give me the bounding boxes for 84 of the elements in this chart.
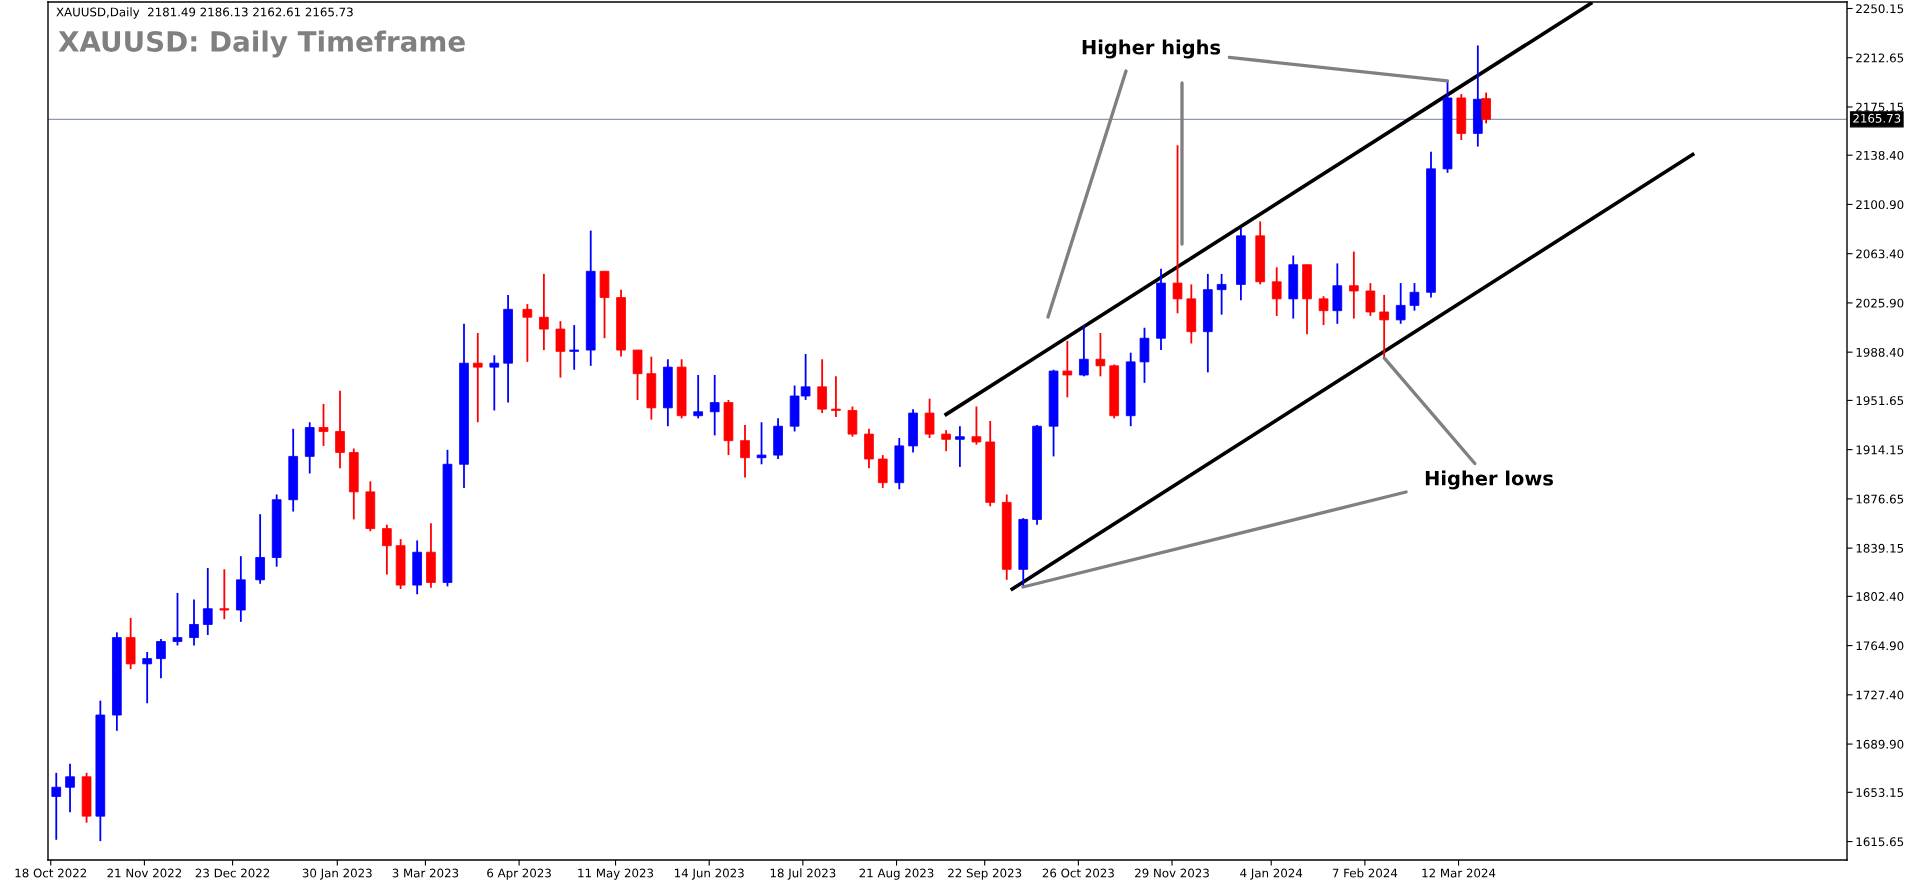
y-tick-label: 2212.65 (1856, 53, 1904, 63)
candlestick (1409, 282, 1420, 312)
candlestick (740, 423, 750, 479)
annotation: Higher lows (1425, 470, 1553, 490)
candlestick (709, 374, 720, 437)
candlestick (472, 332, 483, 424)
candlestick (569, 324, 580, 371)
x-tick-label: 7 Feb 2024 (1332, 868, 1398, 878)
candlestick (1481, 91, 1491, 125)
candlestick (382, 523, 392, 576)
x-tick-label: 14 Jun 2023 (674, 868, 744, 880)
y-tick-label: 2063.40 (1856, 249, 1904, 259)
candlestick (877, 454, 888, 489)
x-tick-label: 21 Aug 2023 (859, 868, 934, 880)
y-tick-label: 1689.90 (1856, 739, 1904, 749)
candlestick (1139, 326, 1150, 384)
x-tick-label: 4 Jan 2024 (1240, 868, 1303, 880)
annotation: Higher highs (1082, 39, 1221, 59)
y-tick-label: 1914.15 (1856, 445, 1904, 455)
candlestick (817, 358, 827, 414)
candlestick (65, 762, 75, 814)
x-tick-label: 21 Nov 2022 (107, 868, 182, 878)
x-tick-label: 26 Oct 2023 (1042, 868, 1114, 878)
candlestick (1216, 273, 1227, 316)
candlestick (1379, 294, 1389, 359)
y-tick-label: 1615.65 (1856, 837, 1904, 847)
candlestick (335, 389, 345, 470)
x-tick-label: 22 Sep 2023 (948, 868, 1022, 880)
text: XAUUSD: Daily Timeframe (58, 30, 465, 58)
x-tick-label: 23 Dec 2022 (195, 868, 270, 878)
candlestick (156, 637, 166, 680)
candlestick (189, 598, 199, 647)
candlestick (1349, 250, 1359, 320)
ref-line-label: 2165.73 (1853, 113, 1901, 123)
candlestick (555, 320, 566, 379)
candlestick (1095, 332, 1106, 378)
candlestick (172, 592, 183, 647)
x-tick-label: 30 Jan 2023 (302, 868, 372, 880)
x-tick-label: 12 Mar 2024 (1422, 868, 1496, 878)
chart-subtitle: XAUUSD,Daily 2181.49 2186.13 2162.61 2165.73 (56, 7, 353, 19)
candlestick (1365, 282, 1376, 317)
candlestick (255, 513, 265, 585)
candlestick (1271, 266, 1282, 317)
candlestick (941, 429, 951, 453)
candlestick (831, 375, 841, 418)
candlestick (51, 771, 62, 841)
x-tick-label: 11 May 2023 (578, 868, 654, 880)
y-tick-label: 2175.15 (1856, 102, 1904, 112)
y-tick-label: 1727.40 (1856, 690, 1904, 700)
candlestick (318, 402, 329, 447)
candlestick (1318, 295, 1329, 327)
candlestick (1062, 339, 1073, 399)
y-tick-label: 1988.40 (1856, 347, 1904, 357)
candlestick (693, 374, 703, 420)
candlestick (142, 651, 153, 705)
x-tick-label: 18 Jul 2023 (770, 868, 836, 880)
y-tick-label: 2025.90 (1856, 298, 1904, 308)
candlestick (955, 425, 965, 468)
candlestick (847, 405, 858, 438)
x-tick-label: 29 Nov 2023 (1135, 868, 1209, 878)
candlestick (1395, 282, 1406, 325)
candlestick (202, 567, 213, 636)
y-tick-label: 1802.40 (1856, 592, 1904, 602)
candlestick (632, 349, 643, 401)
candlestick (1172, 144, 1183, 315)
candlestick (756, 421, 767, 466)
y-tick-label: 1876.65 (1856, 494, 1904, 504)
y-tick-label: 2138.40 (1856, 150, 1904, 160)
candlestick (522, 303, 533, 363)
y-tick-label: 2100.90 (1856, 200, 1904, 210)
x-tick-label: 6 Apr 2023 (487, 868, 551, 880)
candlestick (971, 405, 982, 446)
candlestick (924, 397, 935, 439)
x-tick-label: 3 Mar 2023 (392, 868, 459, 878)
y-tick-label: 1839.15 (1856, 543, 1904, 553)
candlestick (489, 354, 500, 412)
y-tick-label: 1764.90 (1856, 641, 1904, 651)
candlestick (1079, 324, 1089, 378)
candlestick (219, 568, 230, 621)
x-tick-label: 18 Oct 2022 (15, 868, 87, 878)
y-tick-label: 1951.65 (1856, 396, 1904, 406)
y-tick-label: 2250.15 (1856, 4, 1904, 14)
candlestick (539, 273, 549, 351)
y-tick-label: 1653.15 (1856, 788, 1904, 797)
